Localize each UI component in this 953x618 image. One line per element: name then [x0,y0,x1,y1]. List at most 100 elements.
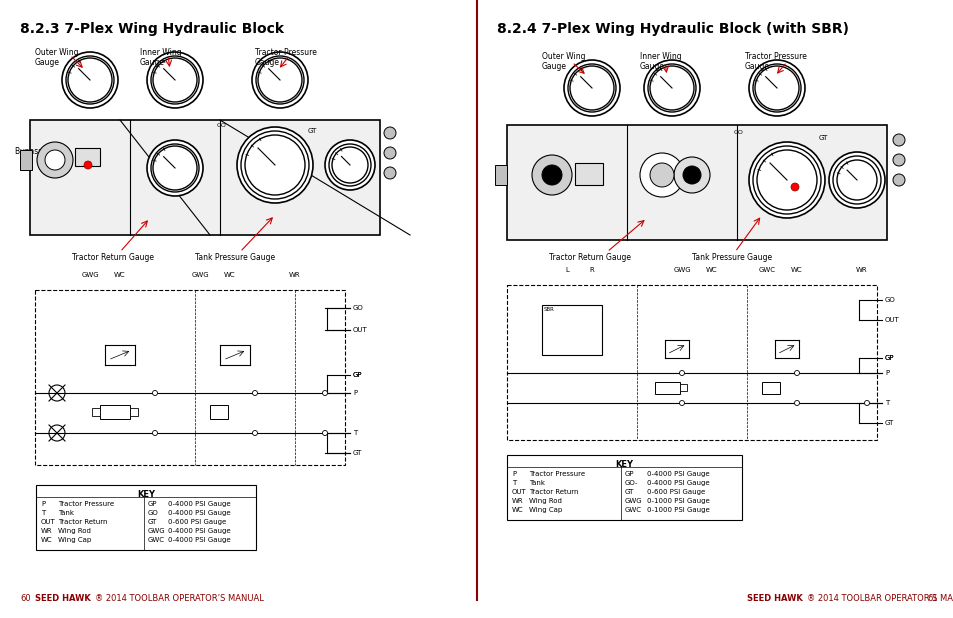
Text: WR: WR [512,498,523,504]
Circle shape [84,161,91,169]
Bar [20,150,32,170]
Text: T: T [512,480,516,486]
Circle shape [892,134,904,146]
Circle shape [836,160,876,200]
Circle shape [790,183,799,191]
Text: GO: GO [884,297,895,303]
Circle shape [253,391,257,396]
Text: L: L [564,267,568,273]
Circle shape [325,140,375,190]
Circle shape [794,371,799,376]
Circle shape [892,154,904,166]
Text: WC: WC [224,272,235,278]
Text: GWG: GWG [191,272,209,278]
Circle shape [252,52,308,108]
Text: Wing Rod: Wing Rod [529,498,561,504]
Bar [495,165,506,185]
Text: GWC: GWC [624,507,641,513]
Text: 0-4000 PSI Gauge: 0-4000 PSI Gauge [168,528,231,534]
Text: R: R [589,267,594,273]
Text: Wing Cap: Wing Cap [529,507,561,513]
Circle shape [748,60,804,116]
Text: ® 2014 TOOLBAR OPERATOR’S MANUAL: ® 2014 TOOLBAR OPERATOR’S MANUAL [806,594,953,603]
Text: KEY: KEY [137,490,154,499]
Text: Tractor Pressure
Gauge: Tractor Pressure Gauge [744,52,806,72]
Text: 0-1000 PSI Gauge: 0-1000 PSI Gauge [646,498,709,504]
Text: Inner Wing
Gauge: Inner Wing Gauge [140,48,181,67]
Bar [506,125,886,240]
Text: GP: GP [353,372,362,378]
Text: 0-4000 PSI Gauge: 0-4000 PSI Gauge [646,480,709,486]
Text: P: P [41,501,45,507]
Bar [91,408,100,416]
Bar [210,405,228,419]
Text: GP: GP [884,355,894,361]
Text: GWG: GWG [673,267,690,273]
Text: GO-: GO- [624,480,638,486]
Circle shape [679,400,684,405]
Bar [575,163,602,185]
Text: GWC: GWC [758,267,775,273]
Circle shape [757,150,816,210]
Text: GT: GT [353,450,362,456]
Text: GO: GO [217,123,227,128]
Text: OUT: OUT [884,317,899,323]
Bar [655,382,679,394]
Text: GP: GP [884,355,894,361]
Text: GP: GP [353,372,362,378]
Circle shape [532,155,572,195]
Text: 0-4000 PSI Gauge: 0-4000 PSI Gauge [168,510,231,516]
Text: 0-4000 PSI Gauge: 0-4000 PSI Gauge [168,537,231,543]
Bar [130,408,138,416]
Text: SEED HAWK: SEED HAWK [746,594,801,603]
Text: P: P [884,370,888,376]
Text: WC: WC [790,267,802,273]
Text: WR: WR [41,528,52,534]
Circle shape [679,371,684,376]
Circle shape [152,58,196,102]
Text: SEED HAWK: SEED HAWK [35,594,91,603]
Circle shape [152,431,157,436]
Bar [506,455,741,520]
Text: ® 2014 TOOLBAR OPERATOR’S MANUAL: ® 2014 TOOLBAR OPERATOR’S MANUAL [95,594,264,603]
Circle shape [384,167,395,179]
Text: GT: GT [884,420,893,426]
Circle shape [541,165,561,185]
Circle shape [748,142,824,218]
Text: T: T [884,400,888,406]
Text: Bypass Valve: Bypass Valve [15,147,66,156]
Text: KEY: KEY [615,460,633,469]
Text: WC: WC [114,272,126,278]
Text: GO: GO [733,130,743,135]
Bar [541,305,601,355]
Text: OUT: OUT [512,489,526,495]
Text: GWC: GWC [148,537,165,543]
Text: 8.2.4 7-Plex Wing Hydraulic Block (with SBR): 8.2.4 7-Plex Wing Hydraulic Block (with … [497,22,848,36]
Text: T: T [41,510,45,516]
Bar [30,120,379,235]
Circle shape [384,147,395,159]
Circle shape [863,400,868,405]
Text: Tank Pressure Gauge: Tank Pressure Gauge [194,253,274,262]
Text: Tractor Return Gauge: Tractor Return Gauge [548,253,630,262]
Text: GO: GO [353,305,363,311]
Text: Inner Wing
Gauge: Inner Wing Gauge [639,52,680,72]
Circle shape [649,66,693,110]
Circle shape [62,52,118,108]
Bar [36,485,255,550]
Text: GWG: GWG [81,272,99,278]
Text: Wing Cap: Wing Cap [58,537,91,543]
Text: GP: GP [148,501,157,507]
Text: WC: WC [41,537,52,543]
Text: WR: WR [289,272,300,278]
Circle shape [563,60,619,116]
Circle shape [257,58,302,102]
Text: WR: WR [855,267,867,273]
Circle shape [673,157,709,193]
Circle shape [236,127,313,203]
Circle shape [245,135,305,195]
Text: Tractor Return Gauge: Tractor Return Gauge [71,253,153,262]
Circle shape [643,60,700,116]
Text: Tank: Tank [58,510,74,516]
Text: OUT: OUT [353,327,367,333]
